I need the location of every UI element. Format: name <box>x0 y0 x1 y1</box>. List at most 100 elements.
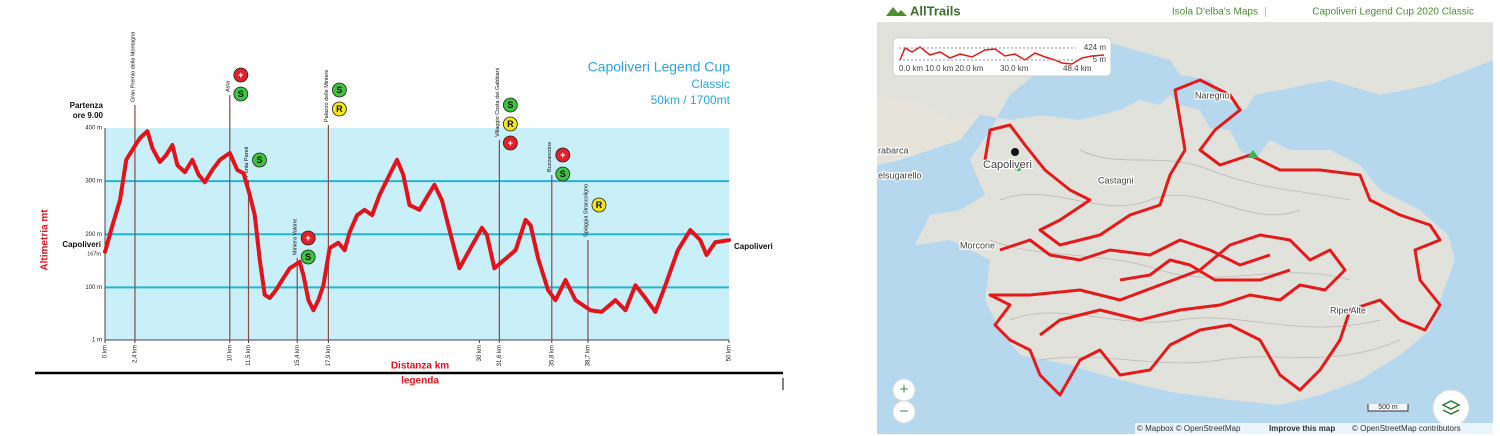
y-tick-label: 300 m <box>85 179 102 185</box>
marker-icon-symbol: + <box>560 150 565 160</box>
marker-icon <box>555 147 571 163</box>
marker-label: Asta <box>225 80 231 92</box>
start-marker <box>1011 148 1019 156</box>
place-label: Ripe Alte <box>1330 305 1366 315</box>
marker-icon <box>233 86 249 102</box>
x-tick-label: 0 km <box>103 345 109 358</box>
marker-icon-symbol: S <box>560 169 566 179</box>
marker-icon <box>300 249 316 265</box>
place-label: elsugarello <box>878 170 922 180</box>
marker-icon <box>331 82 347 98</box>
x-tick-label: 2,4 km <box>133 345 139 363</box>
marker-icon-symbol: S <box>507 100 513 110</box>
widget-x-label: 10.0 km <box>925 64 954 73</box>
elevation-line <box>103 129 731 314</box>
route <box>983 78 1442 397</box>
widget-min: 5 m <box>1093 55 1107 64</box>
breadcrumb[interactable]: Capoliveri Legend Cup 2020 Classic <box>1312 7 1474 18</box>
x-tick-label: 35,8 km <box>549 345 555 366</box>
marker-icon <box>502 116 518 132</box>
marker-label: Buzzancone <box>547 142 553 172</box>
attribution-bg <box>1135 423 1493 434</box>
layers-button[interactable] <box>1432 389 1470 427</box>
marker-icon-symbol: + <box>508 138 513 148</box>
marker-icon <box>591 197 607 213</box>
marker-label: Gran Premio della Montagna <box>130 31 136 102</box>
terrain <box>989 149 1401 364</box>
attribution-link[interactable]: Improve this map <box>1269 424 1335 433</box>
marker-icon-symbol: R <box>336 104 343 114</box>
marker-icon-symbol: R <box>596 200 603 210</box>
y-tick-label: 1 m <box>92 338 102 344</box>
x-tick-label: 10 km <box>227 345 233 361</box>
place-label: Capoliveri <box>983 159 1032 171</box>
elevation-chart: 1 m 100 m 200 m 300 m 400 m 0 km 2,4 km 10 km 11… <box>40 31 773 387</box>
breadcrumb[interactable]: Isola D'elba's Maps <box>1172 7 1258 18</box>
y-axis-title: Altimetria mt <box>40 209 51 271</box>
marker-icon <box>252 152 267 168</box>
attribution: © OpenStreetMap contributors <box>1352 424 1461 433</box>
marker-icon <box>331 101 347 117</box>
widget-max: 424 m <box>1084 43 1107 52</box>
widget-x-label: 20.0 km <box>955 64 984 73</box>
contour <box>1039 339 1401 364</box>
marker-icon <box>233 67 249 83</box>
marker-icon-symbol: + <box>306 233 311 243</box>
land <box>877 22 1493 405</box>
x-tick-label: 31,6 km <box>497 345 503 366</box>
place-label: rabarca <box>878 145 909 155</box>
scale-label: 500 m <box>1378 404 1398 411</box>
contour <box>1009 312 1381 328</box>
start-label: Partenza <box>70 101 104 110</box>
map-texts: AllTrails Isola D'elba's Maps Capoliveri L… <box>877 3 1474 433</box>
scale-bar <box>1367 404 1409 412</box>
x-tick-label: 30 km <box>477 345 483 361</box>
marker-label: Spiaggia Straccoligno <box>583 184 589 237</box>
marker-icon-symbol: S <box>336 85 342 95</box>
marker-icon-symbol: S <box>305 252 311 262</box>
widget-x-label: 48.4 km <box>1063 64 1092 73</box>
marker-icon <box>502 135 518 151</box>
zoom-in: + <box>900 381 909 398</box>
legend-label: legenda <box>401 376 439 387</box>
brand: AllTrails <box>910 3 961 18</box>
y-tick-label: 100 m <box>85 285 102 291</box>
header-bar <box>877 0 1500 22</box>
chart-title: Capoliveri Legend Cup <box>588 59 731 75</box>
y-tick-label: 200 m <box>85 232 102 238</box>
start-elevation: 167m <box>87 251 101 257</box>
marker-label: Miniera Valone <box>293 219 299 255</box>
zoom-out: − <box>900 403 909 420</box>
marker-icon <box>502 97 518 113</box>
marker-icon <box>555 166 571 182</box>
marker-icon-symbol: + <box>238 70 243 80</box>
end-marker <box>1013 163 1023 173</box>
contour <box>989 239 1351 281</box>
land-west <box>877 95 980 165</box>
finish-place: Capoliveri <box>734 242 773 251</box>
attribution: © Mapbox © OpenStreetMap <box>1137 424 1241 433</box>
poi <box>1247 150 1259 158</box>
widget-x-label: 0.0 km <box>899 64 923 73</box>
x-tick-label: 38,7 km <box>586 345 592 366</box>
zoom-out-button[interactable] <box>892 400 916 424</box>
marker-icon-symbol: S <box>257 155 263 165</box>
contour <box>1079 149 1351 201</box>
marker-icon <box>300 230 316 246</box>
marker-label: Punta Pareti <box>244 147 250 177</box>
start-place: Capoliveri <box>62 240 101 249</box>
start-label: ore 9.00 <box>73 111 104 120</box>
x-tick-label: 11,5 km <box>246 345 252 366</box>
widget-x-label: 30.0 km <box>1000 64 1029 73</box>
place-label: Morcone <box>960 240 995 250</box>
divider <box>1265 7 1266 17</box>
chart-subtitle: Classic <box>691 77 730 91</box>
x-tick-label: 50 km <box>727 345 733 361</box>
marker-icon-symbol: S <box>238 89 244 99</box>
x-axis-title: Distanza km <box>391 361 449 372</box>
marker-label: Villaggio Costa dei Gabbiani <box>495 68 501 137</box>
contour <box>999 193 1301 216</box>
layers-icon <box>1441 400 1461 415</box>
